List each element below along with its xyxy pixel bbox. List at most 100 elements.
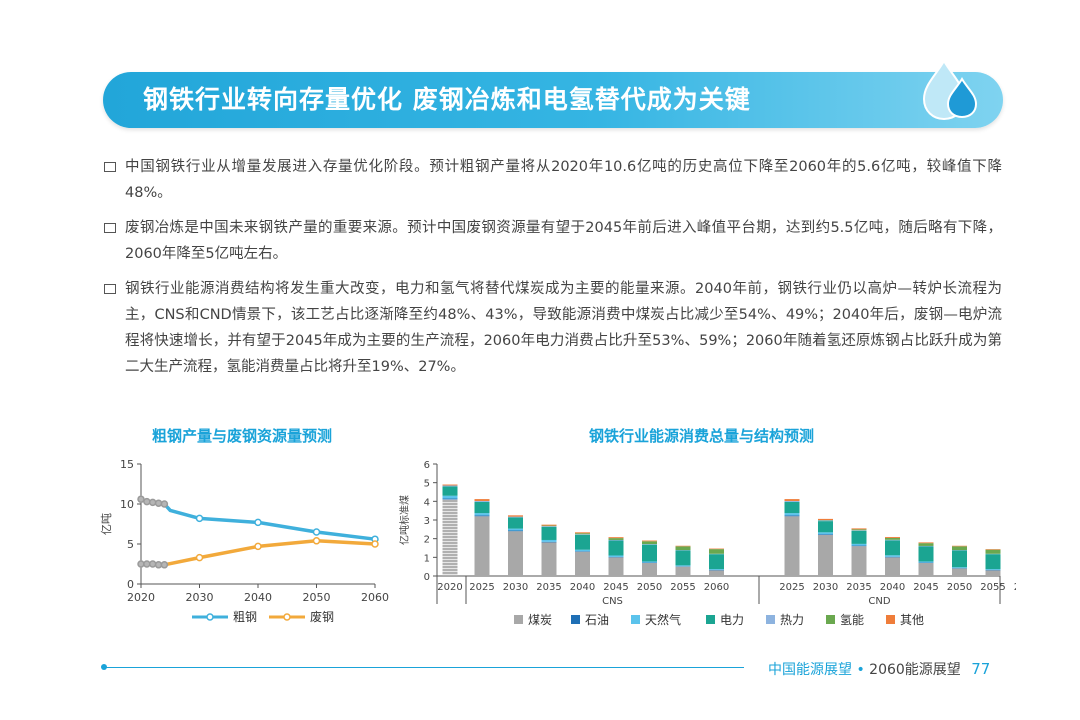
bar-segment-天然气 (818, 532, 833, 535)
data-point (154, 499, 163, 507)
bar-segment-煤炭 (642, 562, 657, 576)
checkbox-square-icon (104, 284, 116, 294)
stacked-bar-chart: 0 1 2 3 4 5 6 亿吨标准煤 2020 2025 2030 2035 2040 2045 2050… (398, 460, 1016, 627)
bar-segment-电力 (675, 550, 691, 566)
bar-segment-其他 (952, 545, 967, 547)
title-banner: 钢铁行业转向存量优化 废钢冶炼和电氢替代成为关键 (103, 72, 1003, 128)
bar-segment-其他 (918, 542, 934, 544)
group-label-cnd: CND (868, 596, 890, 607)
footer-separator: • (856, 662, 865, 678)
bar-segment-热力 (784, 500, 800, 502)
bar-segment-煤炭 (575, 551, 590, 576)
data-point (160, 561, 169, 569)
y-tick-label: 5 (424, 479, 430, 490)
bar-segment-电力 (952, 550, 967, 568)
legend-marker (283, 613, 291, 621)
bar-segment-其他 (642, 540, 657, 542)
bar-segment-电力 (918, 546, 934, 562)
footer-rule (104, 667, 744, 668)
bar-segment-石油 (851, 545, 867, 547)
bullet-list: 中国钢铁行业从增量发展进入存量优化阶段。预计粗钢产量将从2020年10.6亿吨的… (104, 154, 1002, 389)
bar-segment-煤炭 (784, 516, 800, 576)
bar-segment-氢能 (541, 525, 557, 527)
bullet-item: 中国钢铁行业从增量发展进入存量优化阶段。预计粗钢产量将从2020年10.6亿吨的… (104, 154, 1002, 206)
y-tick-label: 0 (127, 578, 134, 591)
bar-segment-电力 (442, 486, 458, 496)
y-axis-label: 亿吨 (100, 513, 113, 535)
y-tick-label: 6 (424, 460, 430, 471)
bar-segment-煤炭 (985, 570, 1001, 576)
x-tick-label: 2040 (244, 591, 272, 604)
x-tick-label: 2030 (503, 582, 528, 593)
bar-segment-石油 (541, 541, 557, 543)
bar-segment-天然气 (885, 555, 900, 557)
x-tick-label: 2030 (813, 582, 838, 593)
bar-segment-热力 (918, 545, 934, 547)
bar-segment-其他 (885, 536, 900, 538)
bar-segment-石油 (575, 551, 590, 552)
bar-segment-其他 (608, 537, 624, 539)
bar-segment-其他 (575, 532, 590, 534)
bar-segment-其他 (818, 518, 833, 520)
data-point (195, 553, 204, 562)
bar-segment-天然气 (608, 555, 624, 557)
x-tick-label: 2035 (536, 582, 561, 593)
bar-segment-热力 (541, 526, 557, 527)
y-tick-label: 1 (424, 553, 430, 564)
bar-segment-电力 (575, 534, 590, 550)
data-point (143, 497, 151, 506)
x-tick-label: 2060 (361, 591, 389, 604)
x-tick-label: 2020 (437, 582, 462, 593)
x-tick-label: 2060 (1014, 582, 1016, 593)
bar-segment-煤炭 (442, 499, 458, 576)
bullet-item: 废钢冶炼是中国未来钢铁产量的重要来源。预计中国废钢资源量有望于2045年前后进入… (104, 215, 1002, 267)
bar-segment-热力 (851, 530, 867, 531)
legend-label: 废钢 (310, 609, 334, 624)
legend-swatch (886, 615, 895, 624)
y-tick-label: 0 (424, 572, 430, 583)
bar-segment-电力 (709, 554, 724, 570)
bar-segment-煤炭 (918, 562, 934, 576)
footer-subtitle: 2060能源展望 (869, 662, 961, 678)
x-tick-label: 2040 (570, 582, 595, 593)
x-tick-label: 2020 (127, 591, 155, 604)
x-tick-label: 2035 (846, 582, 871, 593)
data-point (254, 542, 262, 551)
x-tick-label: 2025 (779, 582, 804, 593)
x-tick-label: 2050 (947, 582, 972, 593)
bar-chart-title: 钢铁行业能源消费总量与结构预测 (589, 427, 815, 445)
bar-segment-其他 (474, 499, 490, 501)
bar-segment-氢能 (885, 537, 900, 540)
bar-segment-电力 (851, 530, 867, 544)
data-point (312, 537, 321, 545)
data-point (148, 560, 157, 568)
bar-segment-天然气 (642, 561, 657, 563)
bar-segment-煤炭 (885, 557, 900, 576)
bar-segment-其他 (709, 548, 724, 550)
line-chart-title: 粗钢产量与废钢资源量预测 (152, 427, 333, 445)
bar-segment-热力 (575, 534, 590, 535)
y-tick-label: 3 (424, 516, 430, 527)
bullet-text: 废钢冶炼是中国未来钢铁产量的重要来源。预计中国废钢资源量有望于2045年前后进入… (125, 220, 1002, 262)
legend-swatch (631, 615, 640, 624)
bar-segment-煤炭 (608, 557, 624, 576)
x-tick-label: 2045 (913, 582, 938, 593)
legend-swatch (826, 615, 835, 624)
water-drop-icon (922, 58, 978, 121)
bar-segment-天然气 (985, 569, 1001, 571)
bar-segment-煤炭 (474, 516, 490, 576)
bar-segment-煤炭 (952, 568, 967, 576)
legend-swatch (766, 615, 775, 624)
data-point (137, 495, 145, 503)
bar-segment-氢能 (575, 533, 590, 535)
bar-segment-热力 (442, 485, 458, 487)
x-tick-label: 2055 (670, 582, 695, 593)
x-tick-label: 2055 (980, 582, 1005, 593)
bar-segment-天然气 (952, 567, 967, 569)
legend-label: 其他 (900, 613, 924, 627)
legend-label: 粗钢 (233, 610, 257, 624)
x-tick-label: 2040 (880, 582, 905, 593)
bar-segment-其他 (442, 484, 458, 486)
bar-segment-天然气 (784, 513, 800, 516)
bar-segment-石油 (508, 530, 523, 532)
